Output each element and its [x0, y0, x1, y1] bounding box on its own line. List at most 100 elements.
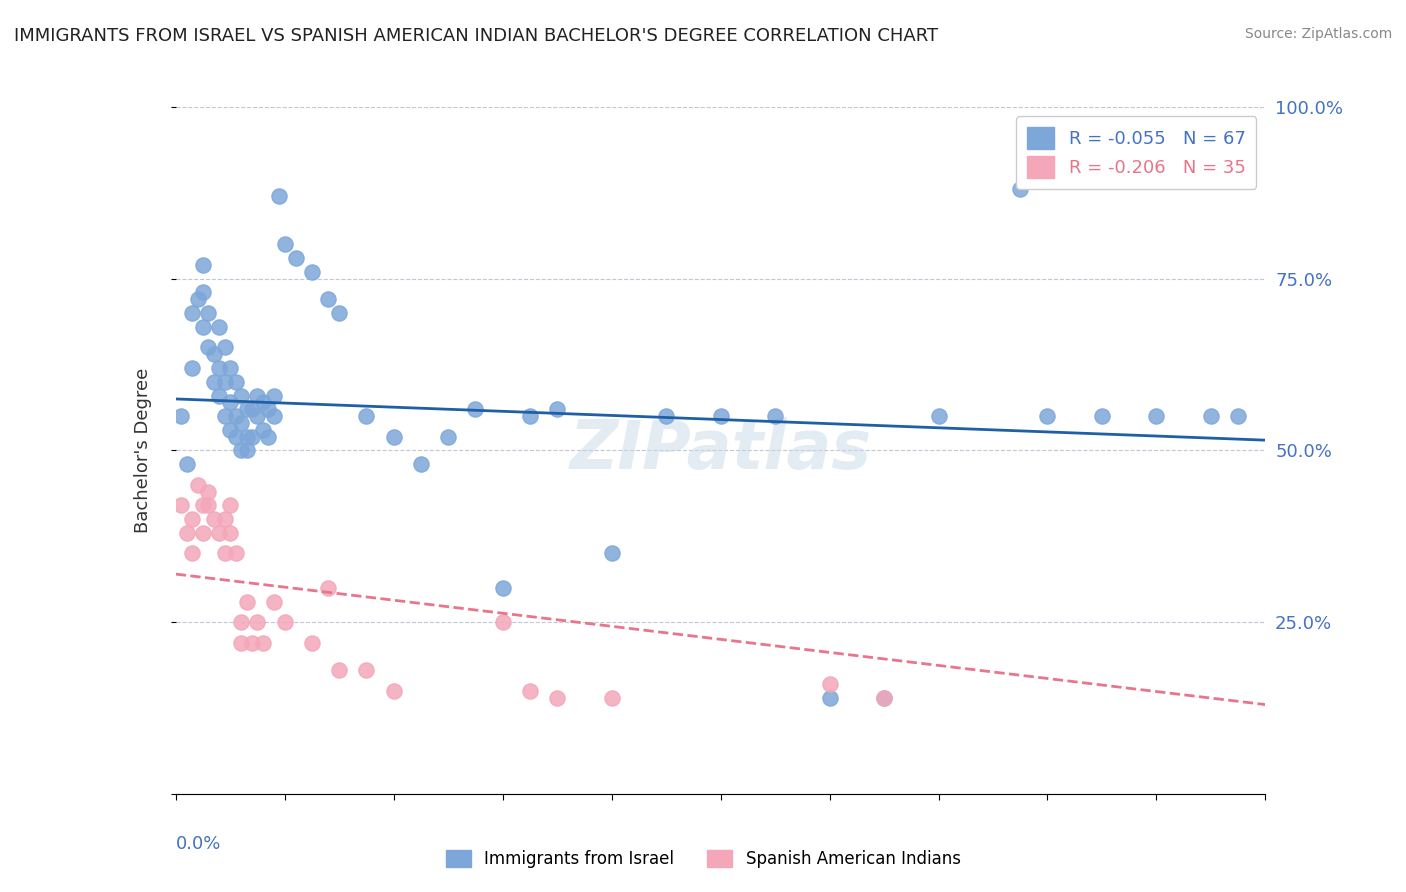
Point — [181, 512, 204, 526]
Point — [257, 430, 280, 444]
Text: ZIPatlas: ZIPatlas — [569, 417, 872, 483]
Point — [197, 484, 219, 499]
Point — [202, 347, 225, 361]
Point — [231, 443, 253, 458]
Point — [1036, 409, 1059, 423]
Point — [208, 319, 231, 334]
Point — [274, 237, 297, 252]
Point — [197, 499, 219, 513]
Point — [231, 388, 253, 402]
Point — [170, 499, 193, 513]
Point — [519, 683, 541, 698]
Point — [274, 615, 297, 630]
Point — [231, 636, 253, 650]
Legend: Immigrants from Israel, Spanish American Indians: Immigrants from Israel, Spanish American… — [439, 843, 967, 875]
Point — [284, 251, 307, 265]
Point — [197, 340, 219, 354]
Point — [219, 361, 242, 376]
Point — [186, 478, 209, 492]
Point — [252, 395, 274, 409]
Point — [301, 265, 323, 279]
Point — [356, 663, 378, 677]
Point — [546, 402, 568, 417]
Point — [382, 430, 405, 444]
Point — [409, 457, 432, 471]
Point — [186, 293, 209, 307]
Text: IMMIGRANTS FROM ISRAEL VS SPANISH AMERICAN INDIAN BACHELOR'S DEGREE CORRELATION : IMMIGRANTS FROM ISRAEL VS SPANISH AMERIC… — [14, 27, 938, 45]
Point — [214, 340, 236, 354]
Point — [225, 375, 247, 389]
Point — [225, 430, 247, 444]
Point — [356, 409, 378, 423]
Point — [818, 677, 841, 691]
Point — [328, 306, 350, 320]
Point — [231, 615, 253, 630]
Point — [181, 546, 204, 561]
Point — [873, 690, 896, 705]
Point — [240, 402, 263, 417]
Point — [263, 409, 285, 423]
Point — [263, 594, 285, 608]
Point — [318, 293, 340, 307]
Point — [231, 416, 253, 430]
Point — [1144, 409, 1167, 423]
Point — [191, 258, 214, 272]
Point — [219, 525, 242, 540]
Point — [763, 409, 786, 423]
Point — [1010, 182, 1032, 196]
Point — [546, 690, 568, 705]
Point — [600, 690, 623, 705]
Point — [219, 423, 242, 437]
Text: Source: ZipAtlas.com: Source: ZipAtlas.com — [1244, 27, 1392, 41]
Point — [197, 306, 219, 320]
Point — [263, 388, 285, 402]
Point — [301, 636, 323, 650]
Point — [818, 690, 841, 705]
Point — [246, 615, 269, 630]
Point — [240, 636, 263, 650]
Point — [191, 499, 214, 513]
Point — [246, 409, 269, 423]
Point — [655, 409, 678, 423]
Point — [519, 409, 541, 423]
Point — [492, 581, 515, 595]
Point — [235, 430, 257, 444]
Point — [191, 525, 214, 540]
Y-axis label: Bachelor's Degree: Bachelor's Degree — [134, 368, 152, 533]
Point — [492, 615, 515, 630]
Point — [208, 361, 231, 376]
Point — [246, 388, 269, 402]
Point — [235, 402, 257, 417]
Point — [1227, 409, 1250, 423]
Point — [214, 375, 236, 389]
Point — [235, 443, 257, 458]
Point — [219, 499, 242, 513]
Point — [464, 402, 486, 417]
Point — [214, 512, 236, 526]
Point — [202, 512, 225, 526]
Point — [225, 409, 247, 423]
Point — [257, 402, 280, 417]
Point — [269, 189, 291, 203]
Point — [208, 525, 231, 540]
Point — [600, 546, 623, 561]
Point — [437, 430, 460, 444]
Point — [252, 423, 274, 437]
Point — [225, 546, 247, 561]
Point — [252, 636, 274, 650]
Point — [214, 546, 236, 561]
Point — [219, 395, 242, 409]
Point — [235, 594, 257, 608]
Point — [318, 581, 340, 595]
Point — [176, 525, 198, 540]
Point — [1091, 409, 1114, 423]
Point — [191, 319, 214, 334]
Point — [202, 375, 225, 389]
Legend: R = -0.055   N = 67, R = -0.206   N = 35: R = -0.055 N = 67, R = -0.206 N = 35 — [1017, 116, 1257, 189]
Point — [873, 690, 896, 705]
Point — [181, 306, 204, 320]
Point — [214, 409, 236, 423]
Point — [181, 361, 204, 376]
Point — [1199, 409, 1222, 423]
Point — [191, 285, 214, 300]
